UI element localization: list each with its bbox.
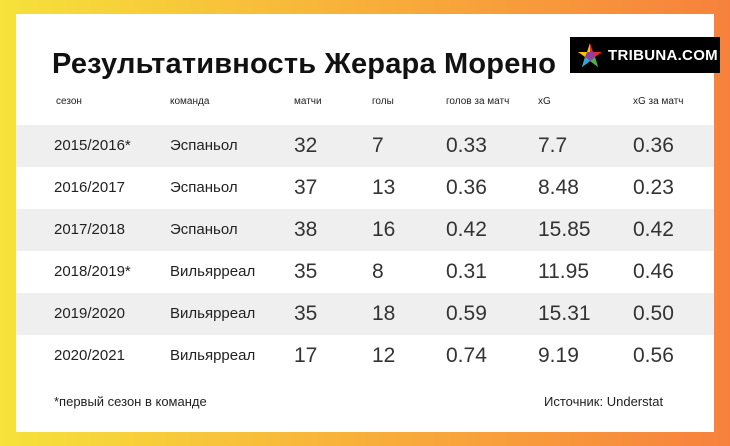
column-header-goals: голы	[372, 96, 394, 107]
matches-cell: 32	[294, 134, 318, 157]
source-credit: Источник: Understat	[544, 394, 664, 409]
matches-cell: 38	[294, 218, 318, 241]
goals-cell: 8	[372, 260, 384, 283]
logo-text: TRIBUNA.COM	[608, 46, 718, 64]
xg-per-match-cell: 0.56	[633, 344, 674, 367]
xg-per-match-cell: 0.46	[633, 260, 674, 283]
column-header-season: сезон	[56, 96, 82, 107]
season-cell: 2018/2019*	[54, 263, 131, 280]
team-cell: Вильярреал	[170, 305, 256, 322]
goals-cell: 12	[372, 344, 396, 367]
matches-cell: 37	[294, 176, 318, 199]
table-body: 2015/2016* Эспаньол 32 7 0.33 7.7 0.36 2…	[16, 125, 714, 377]
xg-per-match-cell: 0.36	[633, 134, 674, 157]
matches-cell: 17	[294, 344, 318, 367]
column-header-team: команда	[170, 96, 210, 107]
matches-cell: 35	[294, 260, 318, 283]
table-row: 2016/2017 Эспаньол 37 13 0.36 8.48 0.23	[16, 167, 714, 209]
season-cell: 2015/2016*	[54, 137, 131, 154]
goals-cell: 18	[372, 302, 396, 325]
table-row: 2015/2016* Эспаньол 32 7 0.33 7.7 0.36	[16, 125, 714, 167]
team-cell: Вильярреал	[170, 263, 256, 280]
xg-per-match-cell: 0.23	[633, 176, 674, 199]
matches-cell: 35	[294, 302, 318, 325]
goals-per-match-cell: 0.36	[446, 176, 487, 199]
column-header-xg-per-match: xG за матч	[633, 96, 684, 107]
table-row: 2020/2021 Вильярреал 17 12 0.74 9.19 0.5…	[16, 335, 714, 377]
goals-cell: 16	[372, 218, 396, 241]
xg-cell: 11.95	[538, 260, 589, 283]
team-cell: Эспаньол	[170, 179, 238, 196]
page-title: Результативность Жерара Морено	[52, 48, 557, 80]
xg-cell: 8.48	[538, 176, 579, 199]
goals-per-match-cell: 0.74	[446, 344, 487, 367]
goals-per-match-cell: 0.59	[446, 302, 487, 325]
xg-cell: 15.31	[538, 302, 591, 325]
table-row: 2019/2020 Вильярреал 35 18 0.59 15.31 0.…	[16, 293, 714, 335]
column-header-xg: xG	[538, 96, 551, 107]
team-cell: Эспаньол	[170, 137, 238, 154]
table-row: 2017/2018 Эспаньол 38 16 0.42 15.85 0.42	[16, 209, 714, 251]
goals-cell: 7	[372, 134, 384, 157]
team-cell: Эспаньол	[170, 221, 238, 238]
tribuna-logo: TRIBUNA.COM	[570, 37, 720, 73]
star-icon	[578, 43, 602, 67]
goals-per-match-cell: 0.33	[446, 134, 487, 157]
column-header-goals-per-match: голов за матч	[446, 96, 510, 107]
table-header: сезон команда матчи голы голов за матч x…	[16, 96, 714, 120]
xg-per-match-cell: 0.50	[633, 302, 674, 325]
season-cell: 2020/2021	[54, 347, 125, 364]
table-row: 2018/2019* Вильярреал 35 8 0.31 11.95 0.…	[16, 251, 714, 293]
season-cell: 2017/2018	[54, 221, 125, 238]
season-cell: 2016/2017	[54, 179, 125, 196]
goals-per-match-cell: 0.42	[446, 218, 487, 241]
table-card: Результативность Жерара Морено TRIBUNA.C…	[16, 14, 720, 432]
goals-per-match-cell: 0.31	[446, 260, 487, 283]
xg-per-match-cell: 0.42	[633, 218, 674, 241]
team-cell: Вильярреал	[170, 347, 256, 364]
footnote: *первый сезон в команде	[54, 394, 207, 409]
column-header-matches: матчи	[294, 96, 322, 107]
season-cell: 2019/2020	[54, 305, 125, 322]
xg-cell: 15.85	[538, 218, 591, 241]
goals-cell: 13	[372, 176, 396, 199]
xg-cell: 9.19	[538, 344, 579, 367]
xg-cell: 7.7	[538, 134, 568, 157]
